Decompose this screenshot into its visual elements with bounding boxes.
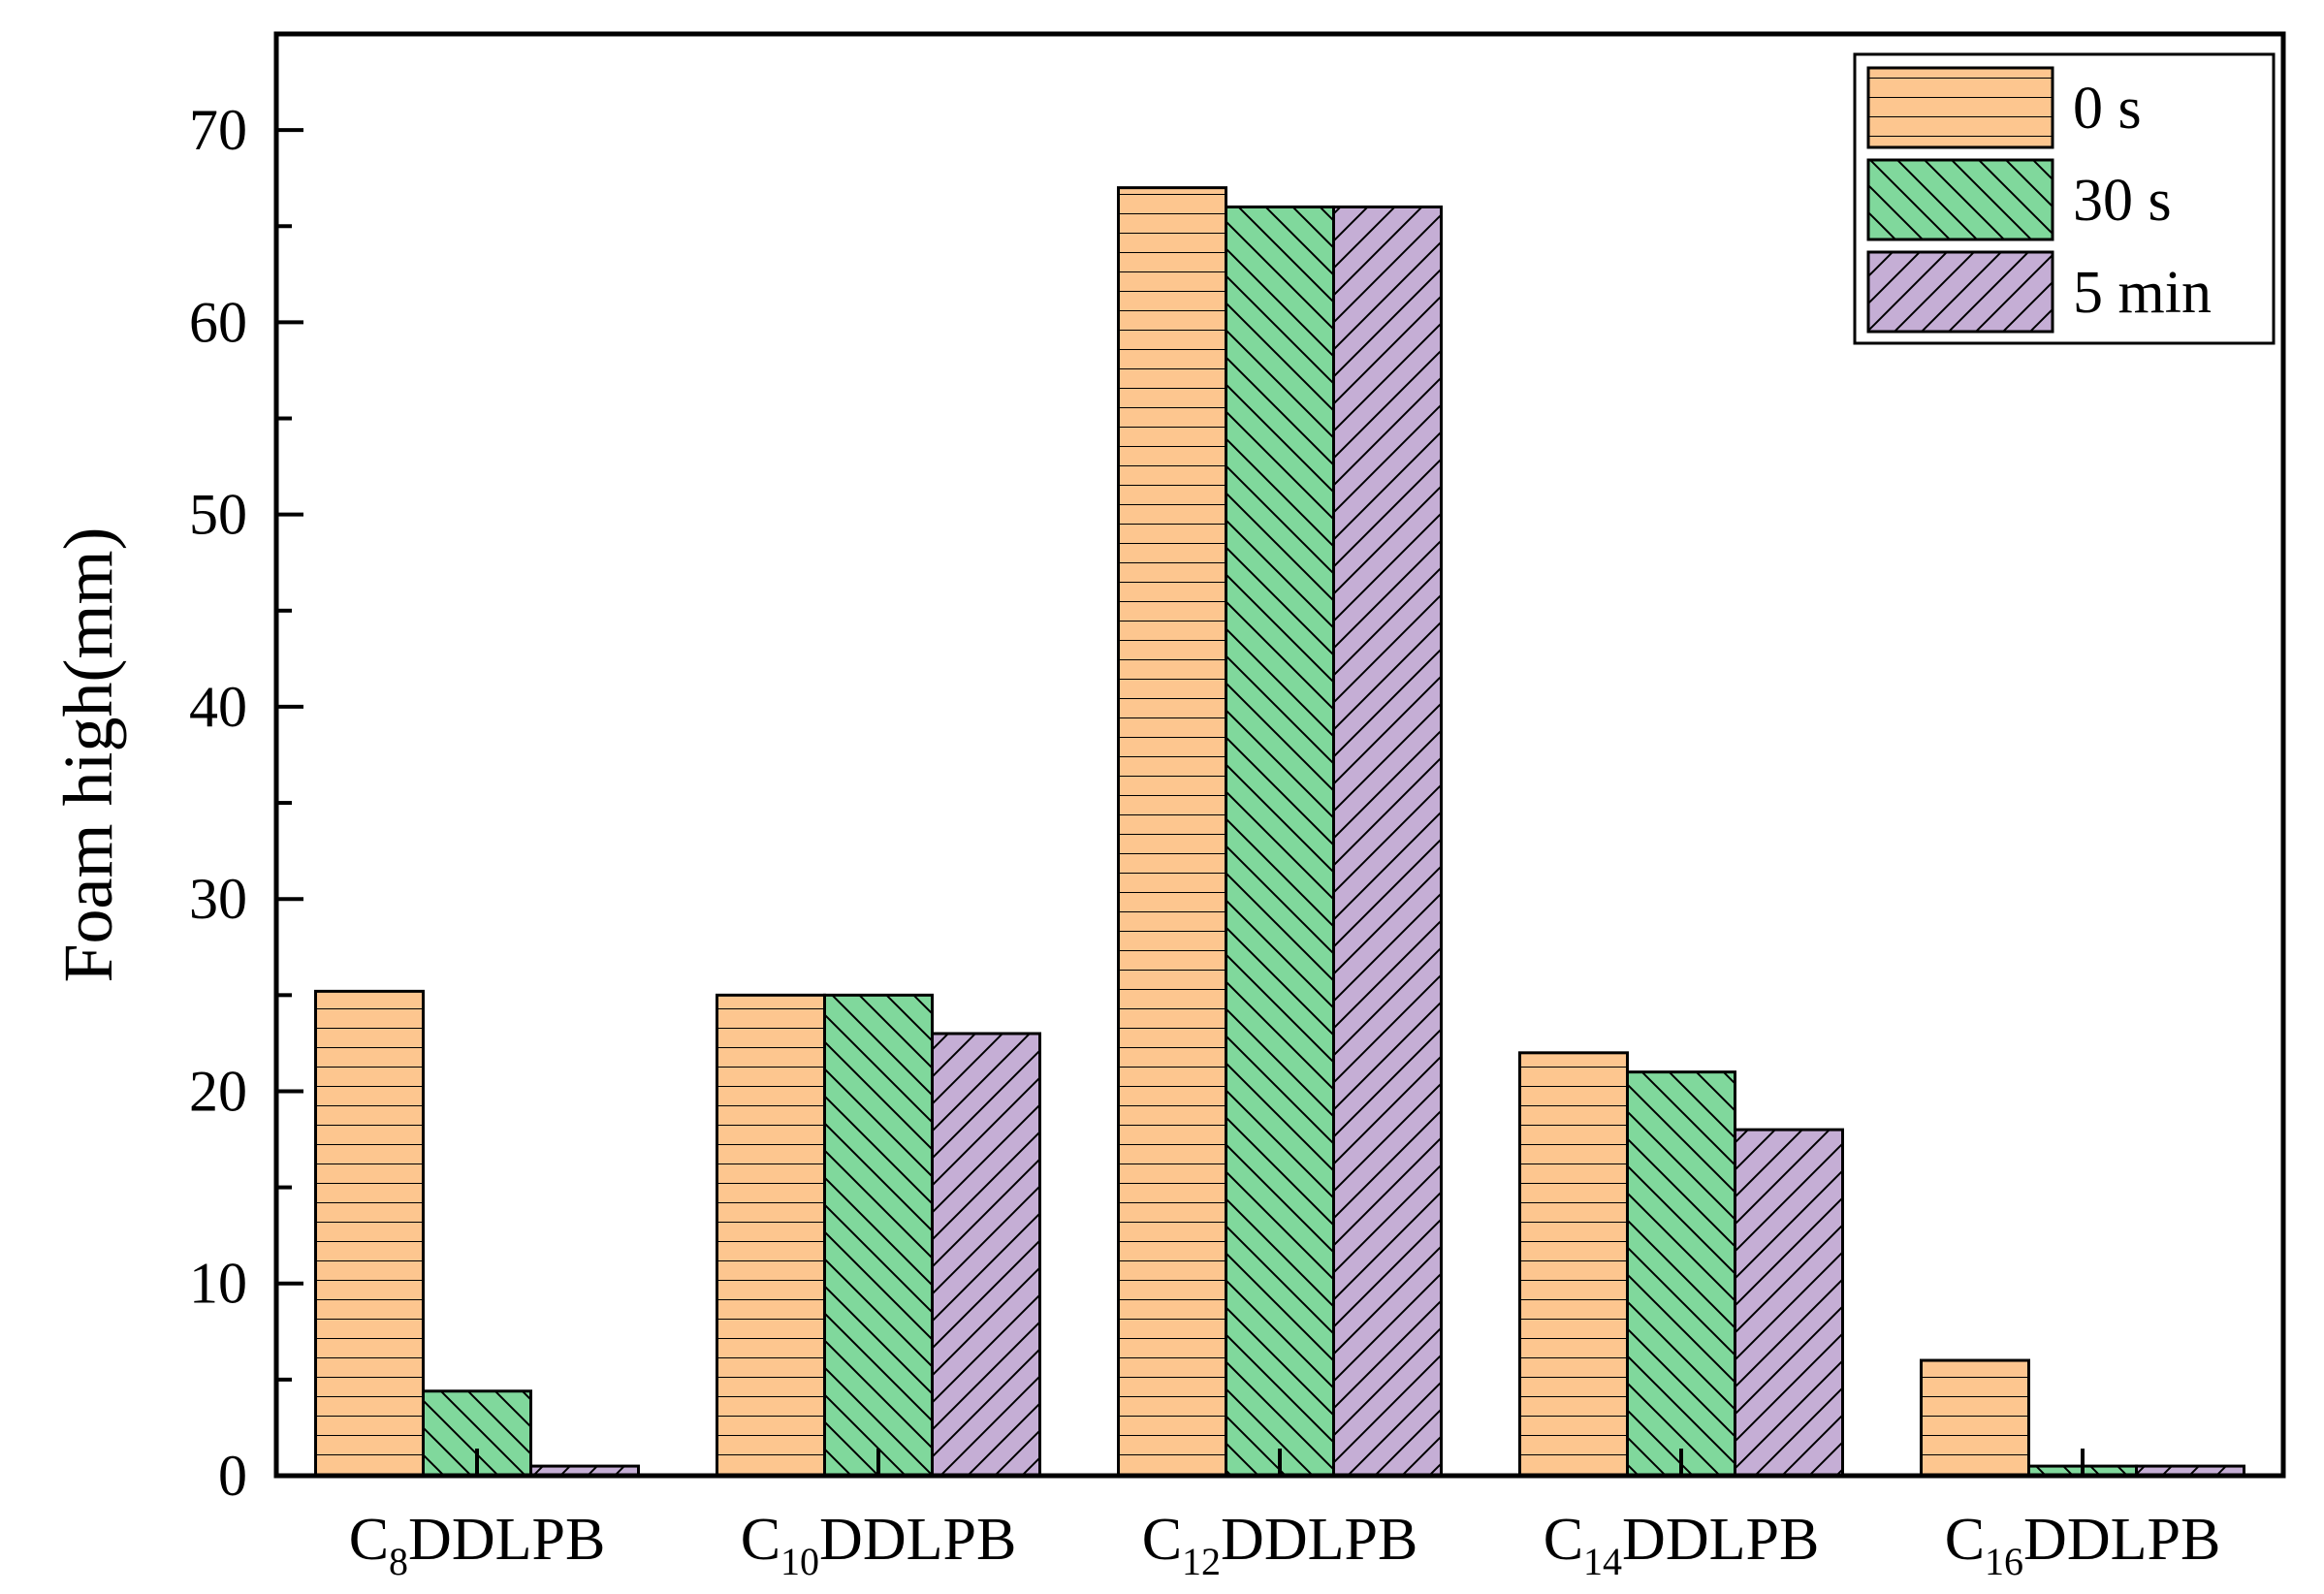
legend-label: 30 s bbox=[2073, 168, 2172, 234]
y-tick-label: 20 bbox=[189, 1059, 247, 1123]
y-tick-label: 0 bbox=[218, 1444, 247, 1508]
bar-0s-4 bbox=[1920, 1358, 2030, 1478]
x-tick-label: C14DDLPB bbox=[1544, 1507, 1820, 1583]
legend-swatch bbox=[1866, 66, 2054, 149]
bar-0s-1 bbox=[716, 993, 826, 1478]
x-tick-label: C8DDLPB bbox=[349, 1507, 606, 1583]
bar-30s-2 bbox=[1225, 205, 1335, 1478]
x-axis: C8DDLPB C10DDLPB C12DDLPB C14DDLPB C16DDLPB bbox=[349, 1449, 2221, 1583]
bars-group bbox=[314, 186, 2245, 1478]
y-tick-label: 60 bbox=[189, 290, 247, 354]
plot-frame bbox=[273, 31, 2286, 1479]
legend-swatch bbox=[1866, 158, 2054, 241]
bar-0s-0 bbox=[314, 989, 425, 1478]
bar-0s-3 bbox=[1518, 1051, 1629, 1478]
x-tick-label: C10DDLPB bbox=[741, 1507, 1017, 1583]
bar-0s-2 bbox=[1117, 186, 1227, 1478]
legend-label: 0 s bbox=[2073, 76, 2142, 142]
y-tick-label: 10 bbox=[189, 1252, 247, 1316]
legend: 0 s 30 s 5 min bbox=[1853, 52, 2276, 345]
bar-5min-1 bbox=[931, 1032, 1041, 1478]
bar-30s-3 bbox=[1626, 1070, 1736, 1478]
y-tick-label: 40 bbox=[189, 675, 247, 739]
y-tick-label: 30 bbox=[189, 867, 247, 931]
x-tick-label: C16DDLPB bbox=[1945, 1507, 2221, 1583]
y-tick-label: 70 bbox=[189, 98, 247, 162]
y-tick-label: 50 bbox=[189, 483, 247, 547]
legend-swatch bbox=[1866, 250, 2054, 334]
bar-5min-3 bbox=[1734, 1128, 1844, 1478]
bar-30s-1 bbox=[823, 993, 934, 1478]
x-tick-label: C12DDLPB bbox=[1142, 1507, 1418, 1583]
legend-label: 5 min bbox=[2073, 260, 2212, 326]
y-axis-title: Foam high(mm) bbox=[49, 527, 127, 983]
bar-5min-2 bbox=[1332, 205, 1443, 1478]
y-axis: 0 10 20 30 40 50 60 70 bbox=[189, 98, 303, 1508]
